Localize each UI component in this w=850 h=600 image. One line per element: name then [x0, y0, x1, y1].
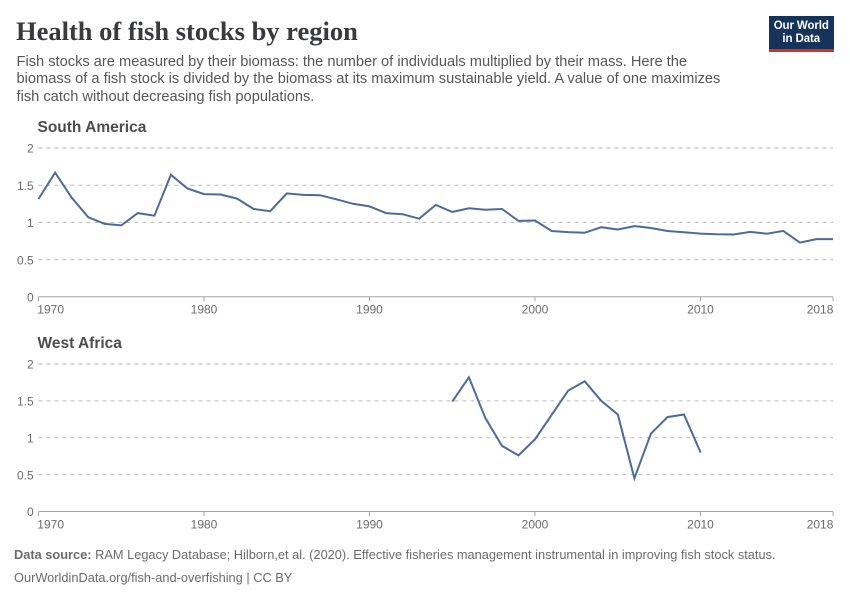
svg-text:0: 0 — [27, 505, 34, 519]
svg-text:2000: 2000 — [522, 517, 549, 531]
svg-text:1: 1 — [27, 216, 34, 230]
svg-text:1990: 1990 — [356, 517, 383, 531]
svg-text:0.5: 0.5 — [17, 468, 34, 482]
svg-text:2010: 2010 — [687, 303, 714, 317]
svg-text:1.5: 1.5 — [17, 179, 34, 193]
svg-text:1970: 1970 — [37, 303, 64, 317]
svg-text:2018: 2018 — [807, 303, 834, 317]
svg-text:1: 1 — [27, 432, 34, 446]
svg-text:1980: 1980 — [191, 303, 218, 317]
svg-text:2: 2 — [27, 358, 34, 372]
svg-text:1.5: 1.5 — [17, 395, 34, 409]
svg-text:1970: 1970 — [37, 517, 64, 531]
svg-text:2010: 2010 — [687, 517, 714, 531]
svg-text:0: 0 — [27, 291, 34, 305]
svg-text:1990: 1990 — [356, 303, 383, 317]
svg-text:2000: 2000 — [522, 303, 549, 317]
svg-text:0.5: 0.5 — [17, 253, 34, 267]
svg-text:2018: 2018 — [807, 517, 834, 531]
svg-text:2: 2 — [27, 142, 34, 156]
svg-text:1980: 1980 — [191, 517, 218, 531]
